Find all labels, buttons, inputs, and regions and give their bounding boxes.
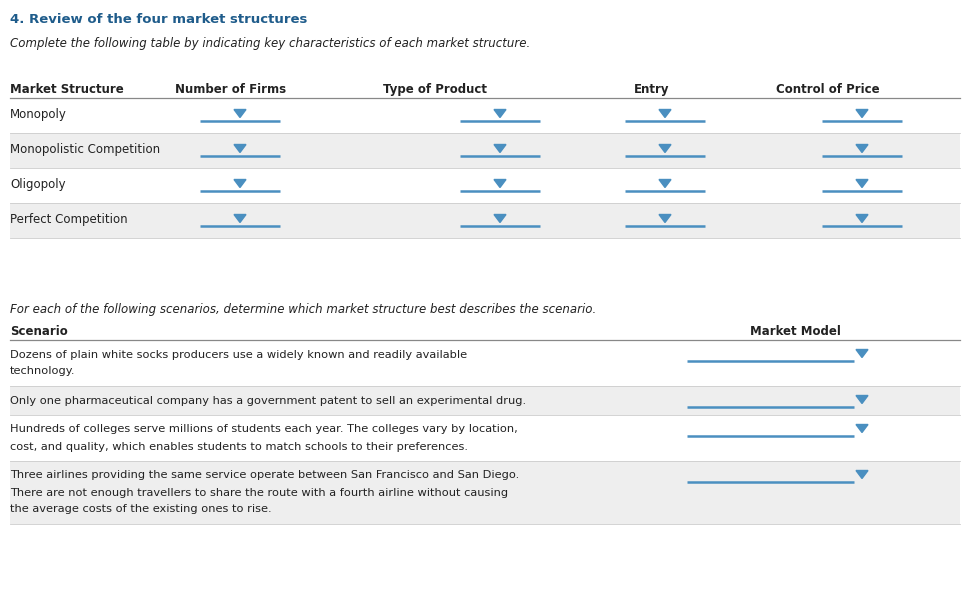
Text: Type of Product: Type of Product xyxy=(383,83,487,96)
Text: There are not enough travellers to share the route with a fourth airline without: There are not enough travellers to share… xyxy=(10,487,508,498)
Polygon shape xyxy=(234,110,246,118)
Text: Monopoly: Monopoly xyxy=(10,108,67,121)
Polygon shape xyxy=(856,145,868,153)
Text: Market Model: Market Model xyxy=(750,325,841,338)
Polygon shape xyxy=(856,471,868,479)
Polygon shape xyxy=(856,180,868,188)
Text: For each of the following scenarios, determine which market structure best descr: For each of the following scenarios, det… xyxy=(10,303,596,316)
Bar xyxy=(10,386,960,415)
Text: 4. Review of the four market structures: 4. Review of the four market structures xyxy=(10,13,308,26)
Polygon shape xyxy=(234,215,246,223)
Polygon shape xyxy=(856,424,868,433)
Polygon shape xyxy=(659,215,671,223)
Text: Hundreds of colleges serve millions of students each year. The colleges vary by : Hundreds of colleges serve millions of s… xyxy=(10,424,517,435)
Text: Dozens of plain white socks producers use a widely known and readily available: Dozens of plain white socks producers us… xyxy=(10,349,467,359)
Polygon shape xyxy=(234,145,246,153)
Text: cost, and quality, which enables students to match schools to their preferences.: cost, and quality, which enables student… xyxy=(10,441,468,452)
Polygon shape xyxy=(234,180,246,188)
Polygon shape xyxy=(856,349,868,357)
Polygon shape xyxy=(856,395,868,403)
Polygon shape xyxy=(494,110,506,118)
Polygon shape xyxy=(659,110,671,118)
Bar xyxy=(10,203,960,238)
Polygon shape xyxy=(659,145,671,153)
Text: Monopolistic Competition: Monopolistic Competition xyxy=(10,143,160,156)
Polygon shape xyxy=(494,215,506,223)
Polygon shape xyxy=(494,145,506,153)
Text: Number of Firms: Number of Firms xyxy=(175,83,286,96)
Polygon shape xyxy=(856,110,868,118)
Polygon shape xyxy=(659,180,671,188)
Text: Scenario: Scenario xyxy=(10,325,68,338)
Text: Entry: Entry xyxy=(634,83,669,96)
Polygon shape xyxy=(856,215,868,223)
Text: Market Structure: Market Structure xyxy=(10,83,123,96)
Text: Complete the following table by indicating key characteristics of each market st: Complete the following table by indicati… xyxy=(10,37,530,50)
Polygon shape xyxy=(494,180,506,188)
Text: Control of Price: Control of Price xyxy=(776,83,880,96)
Text: Oligopoly: Oligopoly xyxy=(10,178,66,191)
Text: Three airlines providing the same service operate between San Francisco and San : Three airlines providing the same servic… xyxy=(10,471,519,481)
Bar xyxy=(10,133,960,168)
Text: technology.: technology. xyxy=(10,367,75,376)
Text: Perfect Competition: Perfect Competition xyxy=(10,213,127,226)
Text: Only one pharmaceutical company has a government patent to sell an experimental : Only one pharmaceutical company has a go… xyxy=(10,395,526,406)
Text: the average costs of the existing ones to rise.: the average costs of the existing ones t… xyxy=(10,504,271,514)
Bar xyxy=(10,461,960,524)
